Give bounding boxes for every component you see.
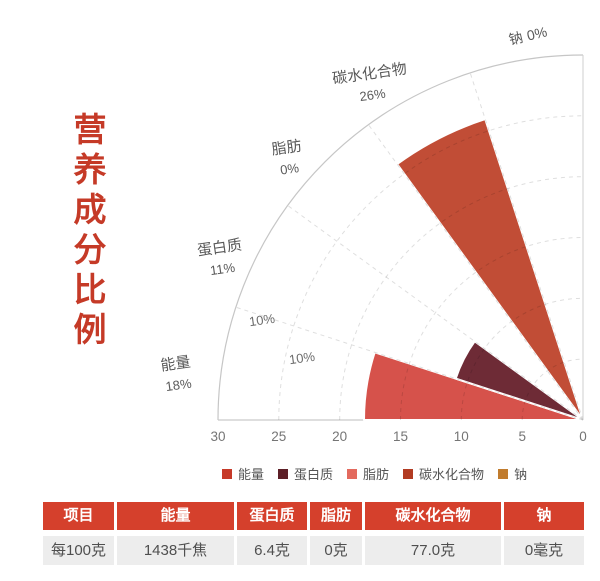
outer-arc [217,54,584,421]
table-cell-sodium: 0毫克 [504,536,584,565]
radius-axis-tick: 5 [518,429,526,444]
grid-arc [460,297,584,421]
rose-chart: 30 25 20 15 10 5 0 [210,54,587,444]
legend-label-protein: 蛋白质 [294,467,334,482]
table-cell-energy: 1438千焦 [117,536,234,565]
table-header-sodium: 钠 [504,502,584,530]
legend-item-protein: 蛋白质 [278,464,333,483]
legend-item-sodium: 钠 [498,464,527,483]
grid-radial-line [235,306,584,421]
table-header-carbohydrate: 碳水化合物 [365,502,501,530]
category-label-protein: 蛋白质 11% [196,234,247,283]
table-header-item: 项目 [43,502,114,530]
legend-item-energy: 能量 [222,464,264,483]
legend-swatch-sodium [498,468,509,479]
category-label-fat: 脂肪 0% [270,135,306,182]
category-name: 脂肪 [270,137,303,159]
legend-swatch-protein [278,468,289,479]
radius-axis-tick: 15 [393,429,408,444]
table-cell-fat: 0克 [310,536,362,565]
category-name: 钠 [507,28,525,48]
legend-label-energy: 能量 [238,467,265,482]
grid-radial-line [368,124,584,421]
radius-axis-tick: 25 [271,429,286,444]
nutrition-table: 项目 能量 蛋白质 脂肪 碳水化合物 钠 每100克 1438千焦 6.4克 0… [43,502,586,565]
legend-swatch-carbohydrate [403,468,414,479]
category-label-energy: 能量 18% [159,351,195,398]
category-percent: 18% [164,375,193,395]
legend-item-fat: 脂肪 [347,464,389,483]
category-percent: 0% [525,23,549,44]
table-header-row: 项目 能量 蛋白质 脂肪 碳水化合物 钠 [43,502,586,530]
table-cell-protein: 6.4克 [237,536,307,565]
grid-arc [400,237,584,421]
radius-axis-tick: 20 [332,429,347,444]
legend-swatch-fat [347,468,358,479]
legend-label-carbohydrate: 碳水化合物 [419,467,485,482]
table-header-energy: 能量 [117,502,234,530]
legend-label-fat: 脂肪 [363,467,390,482]
grid-radial-line [469,72,584,421]
page-title: 营养成分比例 [69,112,106,352]
table-header-fat: 脂肪 [310,502,362,530]
table-cell-carbohydrate: 77.0克 [365,536,501,565]
chart-legend: 能量 蛋白质 脂肪 碳水化合物 钠 [222,464,527,483]
legend-item-carbohydrate: 碳水化合物 [403,464,484,483]
legend-label-sodium: 钠 [514,467,528,482]
radius-axis-tick: 0 [579,429,587,444]
grid-arc [521,358,584,421]
table-cell-serving: 每100克 [43,536,114,565]
wedge-protein [454,340,584,421]
category-percent: 0% [279,160,300,178]
radius-axis-tick: 30 [210,429,225,444]
wedge-carbohydrate [396,118,584,421]
radius-axis-tick: 10 [454,429,469,444]
legend-swatch-energy [222,468,232,479]
table-header-protein: 蛋白质 [237,502,307,530]
grid-radial-line [287,205,584,421]
table-data-row: 每100克 1438千焦 6.4克 0克 77.0克 0毫克 [43,536,586,565]
